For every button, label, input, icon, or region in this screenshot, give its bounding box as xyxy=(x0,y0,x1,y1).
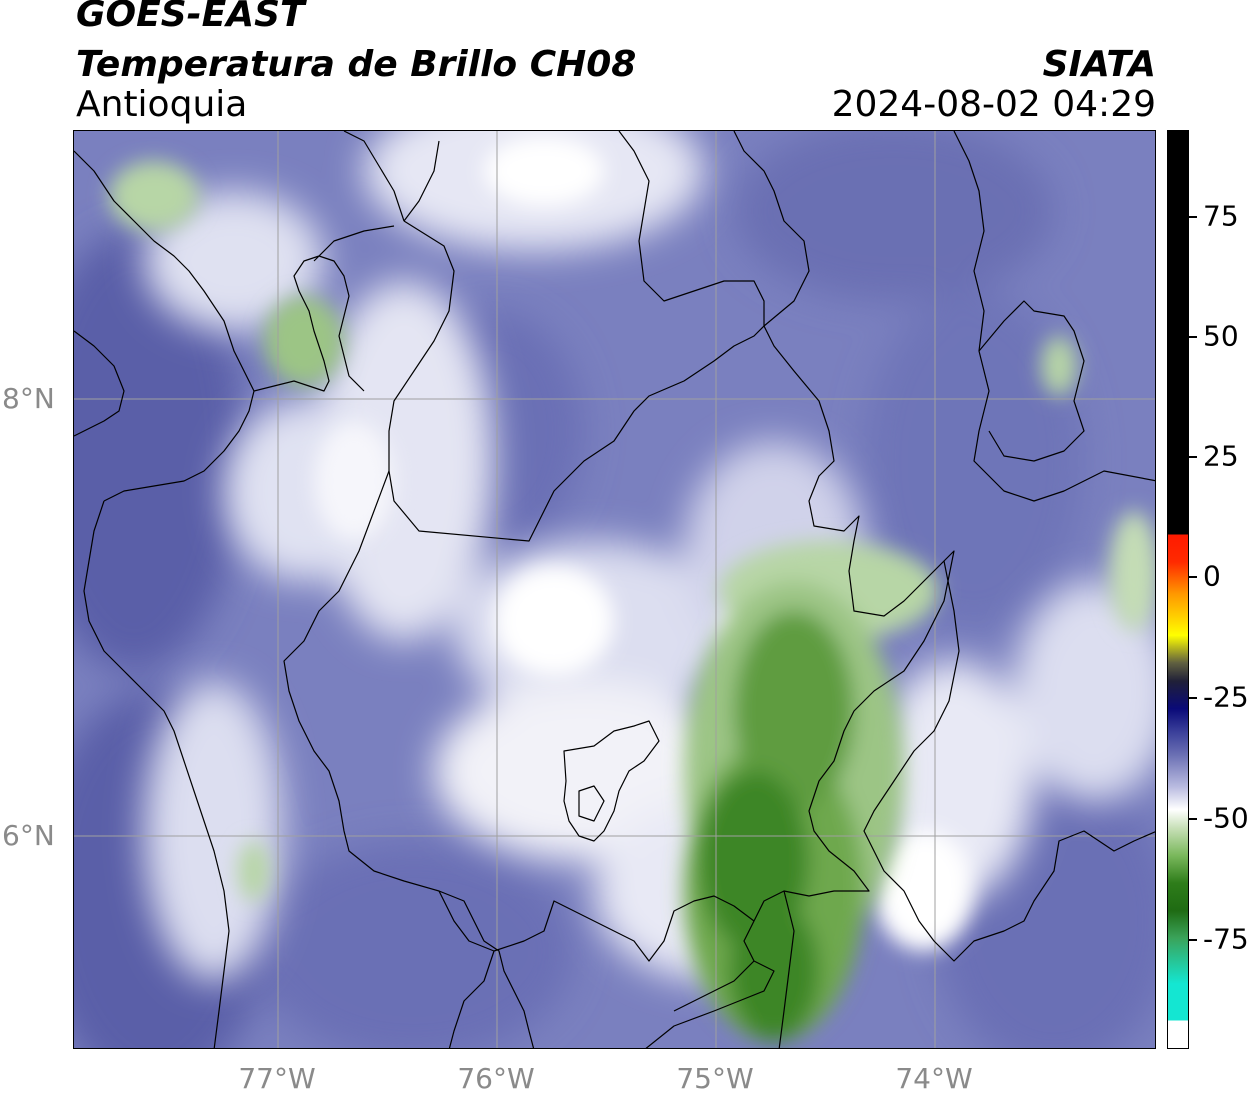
lon-label-75w: 75°W xyxy=(676,1062,754,1095)
colorbar-label-minus25: -25 xyxy=(1203,680,1249,714)
municipal-border xyxy=(563,720,660,842)
region-label: Antioquia xyxy=(76,84,248,125)
lon-label-76w: 76°W xyxy=(457,1062,535,1095)
lat-label-6n: 6°N xyxy=(2,819,55,852)
south-border xyxy=(673,890,795,1048)
southeast-border xyxy=(863,560,1155,962)
colorbar-label-50: 50 xyxy=(1203,319,1239,353)
colorbar-tick xyxy=(1189,336,1197,338)
southwest-inner xyxy=(438,890,755,1048)
colorbar-label-25: 25 xyxy=(1203,439,1239,473)
colorbar-tick xyxy=(1189,818,1197,820)
cold-cloud-regions xyxy=(109,161,1155,1041)
colorbar-label-0: 0 xyxy=(1203,559,1221,593)
antioquia-border xyxy=(388,220,955,1048)
colorbar-tick xyxy=(1189,576,1197,578)
colorbar-tick xyxy=(1189,216,1197,218)
colorbar-label-minus50: -50 xyxy=(1203,801,1249,835)
colorbar-tick xyxy=(1189,456,1197,458)
colorbar xyxy=(1167,130,1189,1049)
colorbar-tick xyxy=(1189,939,1197,941)
gulf-coast xyxy=(253,225,395,392)
colorbar-label-75: 75 xyxy=(1203,199,1239,233)
brand-label: SIATA xyxy=(1042,44,1156,85)
coast-north xyxy=(74,150,255,502)
colorbar-label-minus75: -75 xyxy=(1203,922,1249,956)
inner-border-1 xyxy=(618,131,765,326)
colorbar-tick xyxy=(1189,697,1197,699)
satellite-title: GOES-EAST xyxy=(76,0,305,35)
inner-border-2 xyxy=(733,131,810,327)
west-coast xyxy=(83,500,230,1048)
inner-border-3 xyxy=(953,131,1155,502)
west-border xyxy=(343,131,440,222)
east-border xyxy=(978,300,1085,462)
satellite-map xyxy=(73,130,1156,1049)
datetime-label: 2024-08-02 04:29 xyxy=(831,84,1156,125)
map-canvas xyxy=(74,131,1155,1048)
product-title: Temperatura de Brillo CH08 xyxy=(76,44,637,85)
lat-label-8n: 8°N xyxy=(2,382,55,415)
lon-label-77w: 77°W xyxy=(238,1062,316,1095)
lon-label-74w: 74°W xyxy=(895,1062,973,1095)
northwest-edge xyxy=(74,330,125,437)
boundaries xyxy=(74,131,1155,1048)
southwest-border xyxy=(283,470,535,1048)
